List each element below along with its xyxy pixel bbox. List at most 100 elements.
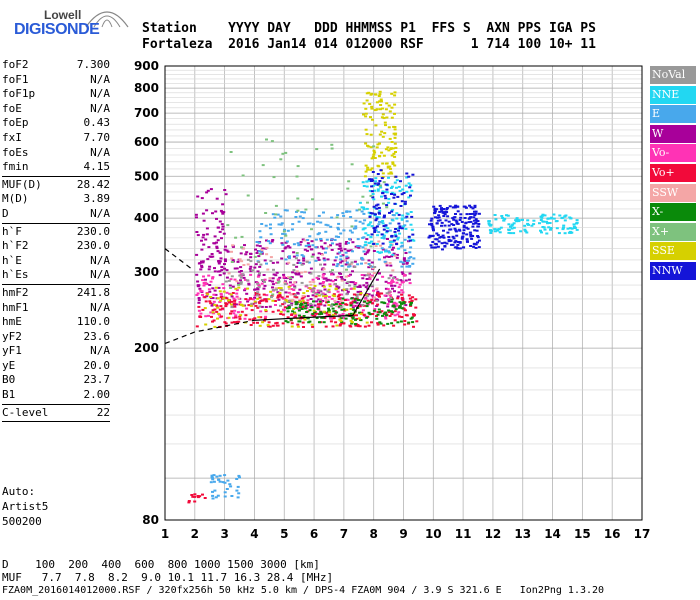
echo-point	[318, 313, 322, 316]
echo-point	[403, 260, 407, 263]
echo-point	[354, 282, 358, 284]
echo-point	[575, 219, 579, 222]
echo-point	[375, 216, 379, 219]
echo-point	[349, 273, 352, 276]
echo-point	[340, 249, 343, 252]
echo-point	[284, 280, 287, 283]
echo-point	[380, 116, 384, 119]
echo-point	[477, 239, 481, 242]
echo-point	[247, 304, 251, 307]
echo-point	[299, 315, 303, 318]
echo-point	[407, 257, 411, 260]
legend-item-x-: X+	[650, 222, 696, 241]
echo-point	[384, 108, 388, 111]
echo-point	[396, 297, 400, 300]
echo-point	[372, 205, 376, 208]
echo-point	[308, 245, 312, 248]
param-name: h`E	[2, 253, 22, 267]
echo-point	[451, 217, 455, 220]
auto-code: 500200	[2, 515, 42, 528]
echo-point	[348, 313, 351, 316]
echo-point	[525, 231, 529, 234]
param-row: B0 23.7	[2, 373, 110, 388]
echo-point	[362, 212, 366, 215]
echo-point	[372, 198, 376, 201]
echo-point	[241, 174, 245, 177]
echo-point	[271, 239, 275, 241]
echo-point	[387, 256, 391, 258]
echo-point	[216, 250, 220, 253]
echo-point	[405, 259, 409, 262]
echo-point	[398, 301, 402, 304]
echo-point	[218, 230, 222, 233]
echo-point	[367, 311, 371, 314]
echo-point	[329, 320, 333, 323]
echo-point	[387, 251, 391, 254]
echo-point	[393, 319, 397, 322]
echo-point	[271, 283, 275, 286]
echo-point	[386, 288, 390, 291]
echo-point	[390, 313, 394, 316]
echo-point	[243, 287, 247, 290]
echo-point	[334, 256, 338, 259]
echo-point	[233, 298, 237, 301]
echo-point	[353, 299, 357, 302]
echo-point	[331, 313, 335, 316]
echo-point	[459, 213, 463, 216]
echo-point	[323, 259, 327, 262]
echo-point	[374, 108, 378, 111]
echo-point	[408, 282, 412, 285]
echo-point	[249, 256, 253, 259]
echo-point	[365, 293, 369, 296]
echo-point	[467, 221, 471, 224]
echo-point	[322, 281, 325, 283]
echo-point	[302, 255, 306, 258]
echo-point	[245, 292, 249, 295]
echo-point	[358, 305, 362, 308]
echo-point	[365, 207, 369, 210]
x-tick-label: 17	[634, 527, 651, 541]
echo-point	[359, 312, 363, 315]
echo-point	[342, 322, 345, 325]
echo-point	[325, 314, 329, 317]
echo-point	[206, 293, 210, 296]
echo-point	[297, 259, 301, 262]
echo-point	[378, 155, 382, 157]
echo-point	[319, 303, 322, 306]
echo-point	[400, 241, 404, 244]
echo-point	[474, 221, 478, 224]
echo-point	[393, 164, 397, 167]
echo-point	[364, 112, 368, 115]
footer-muf-row: MUF 7.7 7.8 8.2 9.0 10.1 11.7 16.3 28.4 …	[2, 571, 334, 584]
echo-point	[343, 299, 347, 301]
echo-point	[235, 489, 239, 492]
echo-point	[236, 485, 240, 488]
echo-point	[213, 308, 217, 311]
echo-point	[373, 189, 376, 192]
echo-point	[354, 297, 358, 300]
echo-point	[363, 300, 366, 303]
echo-point	[294, 216, 298, 218]
echo-point	[301, 217, 305, 220]
echo-point	[324, 223, 328, 226]
echo-point	[296, 292, 300, 295]
legend-item-w: W	[650, 124, 696, 143]
echo-point	[331, 325, 335, 328]
echo-point	[220, 315, 224, 318]
echo-point	[222, 287, 226, 290]
echo-point	[410, 299, 414, 302]
echo-point	[203, 497, 207, 499]
echo-point	[351, 300, 355, 303]
echo-point	[349, 263, 353, 266]
echo-point	[314, 291, 318, 294]
echo-point	[340, 279, 344, 282]
echo-point	[263, 278, 267, 281]
echo-point	[317, 305, 321, 308]
echo-point	[226, 479, 230, 482]
echo-point	[256, 275, 260, 278]
echo-point	[394, 151, 397, 153]
echo-point	[219, 257, 223, 260]
echo-point	[344, 242, 348, 245]
echo-point	[503, 217, 507, 220]
echo-point	[312, 281, 316, 283]
